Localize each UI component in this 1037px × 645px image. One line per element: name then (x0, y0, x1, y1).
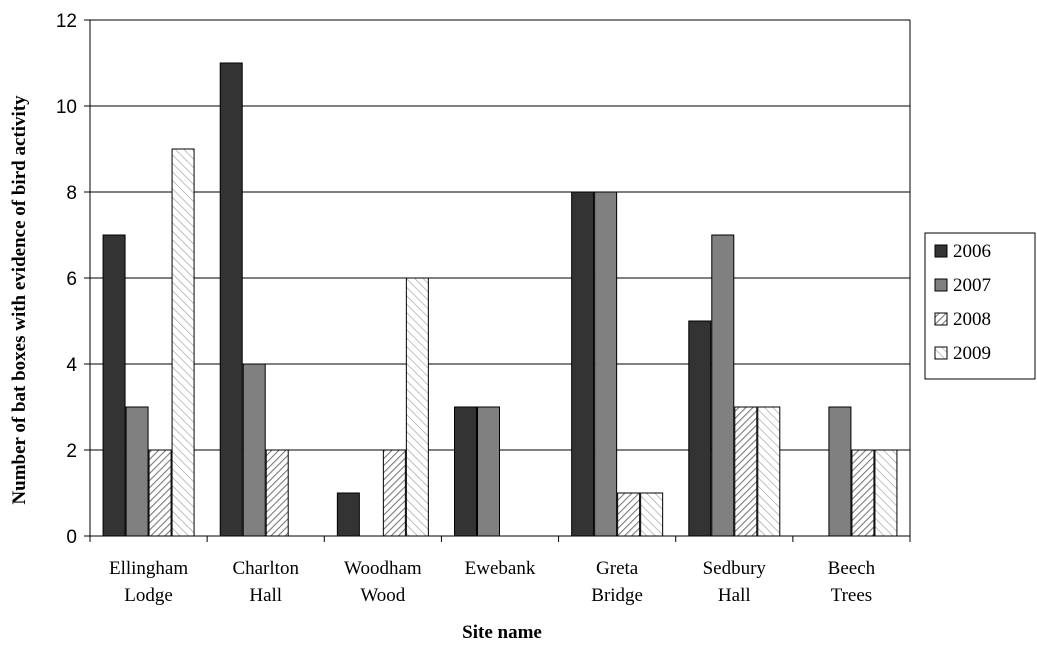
legend-label-2007: 2007 (953, 275, 991, 296)
x-category-label: Ewebank (465, 558, 536, 579)
bar-2009-ellingham-lodge (171, 148, 195, 537)
bar-2008-charlton-hall (265, 449, 289, 537)
x-category-label: Lodge (124, 585, 173, 606)
bar-2006-greta-bridge (571, 191, 595, 537)
y-tick-label: 4 (66, 355, 77, 376)
bar-2008-greta-bridge (617, 492, 641, 537)
bar-2006-charlton-hall (219, 62, 243, 537)
legend-swatch-2007 (934, 278, 948, 292)
bar-2008-ellingham-lodge (148, 449, 172, 537)
y-tick-label: 2 (66, 441, 77, 462)
bar-2007-greta-bridge (594, 191, 618, 537)
x-category-label: Ellingham (109, 558, 188, 579)
bar-2009-woodham-wood (405, 277, 429, 537)
bars (102, 62, 898, 537)
legend-swatch-2008 (934, 312, 948, 326)
bar-2007-sedbury-hall (711, 234, 735, 537)
bar-2006-ewebank (454, 406, 477, 537)
legend-swatch-2006 (934, 244, 948, 258)
gridlines (90, 19, 910, 451)
bar-2007-charlton-hall (242, 363, 266, 537)
bar-2006-ellingham-lodge (102, 234, 126, 537)
y-tick-label: 10 (56, 97, 77, 118)
x-category-label: Hall (249, 585, 282, 606)
bar-2008-woodham-wood (382, 449, 406, 537)
bar-2006-woodham-wood (336, 492, 360, 537)
bar-2006-sedbury-hall (688, 320, 712, 537)
y-tick-label: 6 (66, 269, 77, 290)
bar-2008-beech-trees (851, 449, 875, 537)
legend-label-2009: 2009 (953, 343, 991, 364)
axes (84, 19, 911, 542)
x-category-label: Wood (360, 585, 405, 606)
x-category-labels: Ellingham Lodge Charlton Hall Woodham Wood Ewe… (109, 558, 876, 606)
bar-2009-greta-bridge (640, 492, 664, 537)
legend-label-2006: 2006 (953, 241, 991, 262)
y-tick-label: 12 (56, 11, 77, 32)
x-category-label: Sedbury (703, 558, 767, 579)
legend: 2006 2007 2008 2009 (924, 232, 1036, 380)
bar-2008-sedbury-hall (734, 406, 758, 537)
y-tick-label: 8 (66, 183, 77, 204)
bar-2007-ellingham-lodge (125, 406, 149, 537)
y-tick-labels: 0 2 4 6 8 10 12 (56, 11, 78, 548)
legend-label-2008: 2008 (953, 309, 991, 330)
bar-2007-beech-trees (828, 406, 852, 537)
y-axis-title: Number of bat boxes with evidence of bir… (9, 95, 30, 505)
legend-swatch-2009 (934, 346, 948, 360)
bar-2007-ewebank (477, 406, 500, 537)
x-category-label: Trees (831, 585, 873, 606)
x-category-label: Hall (718, 585, 751, 606)
bar-2009-beech-trees (874, 449, 898, 537)
bar-2009-sedbury-hall (757, 406, 781, 537)
y-tick-label: 0 (66, 527, 77, 548)
x-category-label: Bridge (591, 585, 643, 606)
x-category-label: Woodham (344, 558, 422, 579)
x-axis-title: Site name (462, 622, 542, 643)
x-category-label: Charlton (232, 558, 299, 579)
x-category-label: Beech (828, 558, 876, 579)
x-category-label: Greta (596, 558, 639, 579)
